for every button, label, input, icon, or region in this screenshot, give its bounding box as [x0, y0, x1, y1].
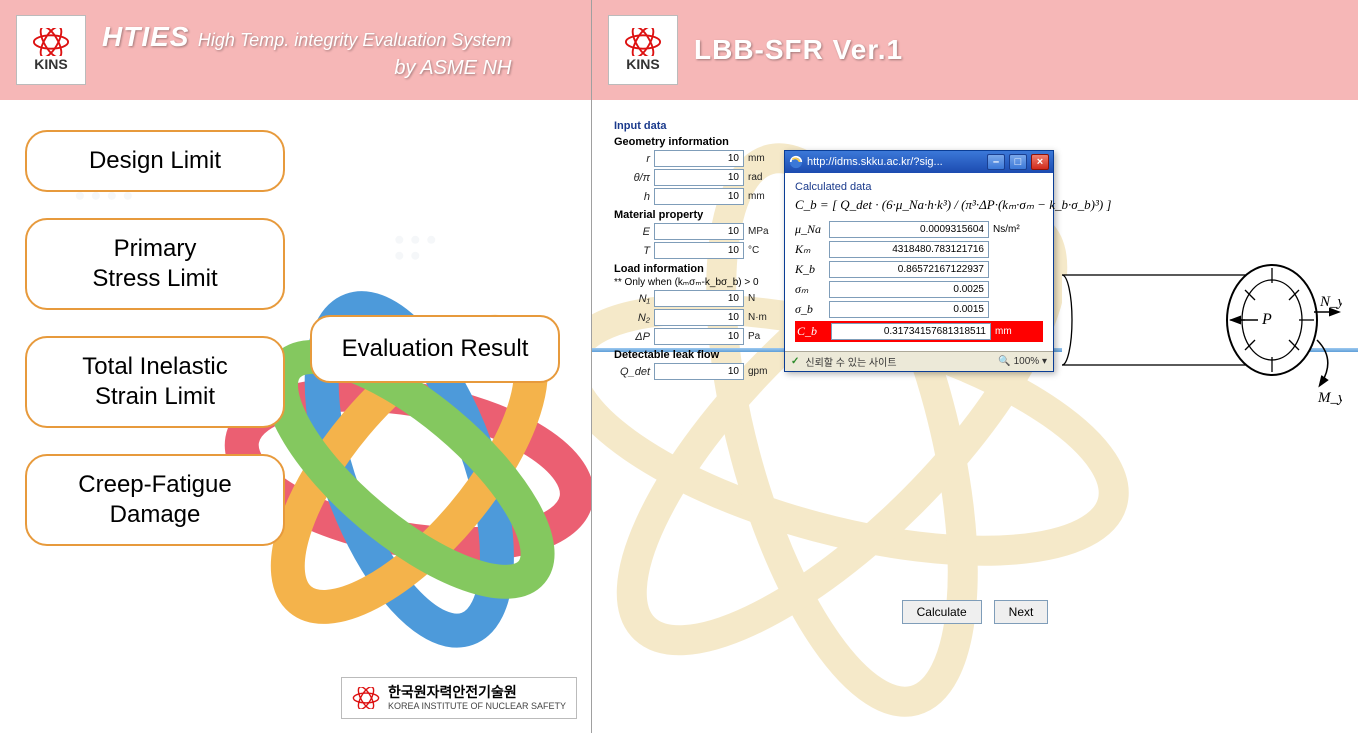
out-sigm [829, 281, 989, 298]
input-dP[interactable] [654, 328, 744, 345]
unit-N1: N [748, 293, 778, 304]
label-T: T [614, 245, 650, 257]
popup-close-button[interactable]: × [1031, 154, 1049, 170]
hties-body: Design Limit Primary Stress Limit Total … [0, 100, 591, 733]
label-Kb: K_b [795, 262, 825, 277]
unit-E: MPa [748, 226, 778, 237]
footer-kins-logo: 한국원자력안전기술원 KOREA INSTITUTE OF NUCLEAR SA… [341, 677, 577, 719]
input-T[interactable] [654, 242, 744, 259]
out-sigb [829, 301, 989, 318]
label-sigm: σₘ [795, 282, 825, 297]
lbb-header: KINS LBB-SFR Ver.1 [592, 0, 1358, 100]
unit-h: mm [748, 191, 778, 202]
hties-panel: KINS HTIES High Temp. integrity Evaluati… [0, 0, 592, 733]
menu-column: Design Limit Primary Stress Limit Total … [25, 130, 285, 546]
row-sigm: σₘ [795, 281, 1043, 298]
input-h[interactable] [654, 188, 744, 205]
menu-design-limit[interactable]: Design Limit [25, 130, 285, 192]
label-Cb: C_b [797, 324, 827, 339]
unit-T: °C [748, 245, 778, 256]
unit-Qdet: gpm [748, 366, 778, 377]
label-N1: N₁ [614, 293, 650, 305]
out-Kb [829, 261, 989, 278]
calculate-button[interactable]: Calculate [902, 600, 982, 624]
out-muNa [829, 221, 989, 238]
label-N2: N₂ [614, 312, 650, 324]
zoom-control[interactable]: 🔍 100% ▾ [998, 356, 1047, 367]
diagram-My: M_y [1317, 390, 1342, 406]
input-N1[interactable] [654, 290, 744, 307]
input-E[interactable] [654, 223, 744, 240]
unit-r: mm [748, 153, 778, 164]
row-Kb: K_b [795, 261, 1043, 278]
calc-popup: http://idms.skku.ac.kr/?sig... – □ × Cal… [784, 150, 1054, 372]
unit-bpi: rad [748, 172, 778, 183]
menu-primary-stress[interactable]: Primary Stress Limit [25, 218, 285, 310]
ie-icon [789, 155, 803, 169]
title-main: HTIES [102, 21, 189, 52]
row-muNa: μ_Na Ns/m² [795, 221, 1043, 238]
unit-N2: N·m [748, 312, 778, 323]
input-Qdet[interactable] [654, 363, 744, 380]
diagram-Ny: N_y [1319, 294, 1342, 310]
logo-text: KINS [626, 56, 659, 72]
menu-inelastic-strain[interactable]: Total Inelastic Strain Limit [25, 336, 285, 428]
footer-ko: 한국원자력안전기술원 [388, 684, 566, 701]
lbb-body: Input data Geometry information r mm θ/π… [592, 100, 1358, 733]
title-by: by ASME NH [102, 57, 511, 80]
label-Qdet: Q_det [614, 366, 650, 378]
calc-formula: C_b = [ Q_det · (6·μ_Na·h·k³) / (π³·ΔP·(… [795, 197, 1043, 213]
kins-atom-icon [32, 28, 70, 56]
row-Km: Kₘ [795, 241, 1043, 258]
pipe-diagram: P N_y M_y [1062, 220, 1342, 420]
kins-atom-icon [624, 28, 662, 56]
hties-title: HTIES High Temp. integrity Evaluation Sy… [102, 21, 511, 80]
kins-logo-right: KINS [608, 15, 678, 85]
out-Cb [831, 323, 991, 340]
popup-max-button[interactable]: □ [1009, 154, 1027, 170]
popup-statusbar: ✓ 신뢰할 수 있는 사이트 🔍 100% ▾ [785, 351, 1053, 371]
label-muNa: μ_Na [795, 222, 825, 237]
row-Cb: C_b mm [795, 321, 1043, 342]
trusted-icon: ✓ [791, 356, 799, 367]
lbb-title: LBB-SFR Ver.1 [694, 34, 903, 65]
zoom-value: 100% [1014, 356, 1040, 367]
popup-min-button[interactable]: – [987, 154, 1005, 170]
label-dP: ΔP [614, 331, 650, 343]
row-sigb: σ_b [795, 301, 1043, 318]
label-h: h [614, 191, 650, 203]
label-Km: Kₘ [795, 242, 825, 257]
label-bpi: θ/π [614, 172, 650, 184]
input-r[interactable] [654, 150, 744, 167]
evaluation-result-button[interactable]: Evaluation Result [310, 315, 560, 383]
calc-heading: Calculated data [795, 181, 1043, 193]
unit-muNa: Ns/m² [993, 224, 1020, 235]
title-sub: High Temp. integrity Evaluation System [198, 30, 511, 50]
out-Km [829, 241, 989, 258]
popup-url: http://idms.skku.ac.kr/?sig... [807, 156, 983, 168]
kins-atom-icon [352, 687, 380, 709]
menu-creep-fatigue[interactable]: Creep-Fatigue Damage [25, 454, 285, 546]
lbb-title-block: LBB-SFR Ver.1 [694, 34, 903, 66]
footer-en: KOREA INSTITUTE OF NUCLEAR SAFETY [388, 701, 566, 712]
trusted-text: 신뢰할 수 있는 사이트 [805, 354, 896, 369]
lbb-panel: KINS LBB-SFR Ver.1 Input data Geometry i… [592, 0, 1358, 733]
geometry-title: Geometry information [614, 136, 814, 148]
hties-header: KINS HTIES High Temp. integrity Evaluati… [0, 0, 591, 100]
kins-logo-left: KINS [16, 15, 86, 85]
input-bpi[interactable] [654, 169, 744, 186]
diagram-P: P [1261, 311, 1272, 328]
next-button[interactable]: Next [994, 600, 1049, 624]
unit-Cb: mm [995, 326, 1012, 337]
popup-body: Calculated data C_b = [ Q_det · (6·μ_Na·… [785, 173, 1053, 351]
label-E: E [614, 226, 650, 238]
unit-dP: Pa [748, 331, 778, 342]
input-N2[interactable] [654, 309, 744, 326]
button-row: Calculate Next [592, 600, 1358, 624]
label-r: r [614, 153, 650, 165]
logo-text: KINS [34, 56, 67, 72]
popup-titlebar[interactable]: http://idms.skku.ac.kr/?sig... – □ × [785, 151, 1053, 173]
input-title: Input data [614, 120, 814, 132]
label-sigb: σ_b [795, 302, 825, 317]
